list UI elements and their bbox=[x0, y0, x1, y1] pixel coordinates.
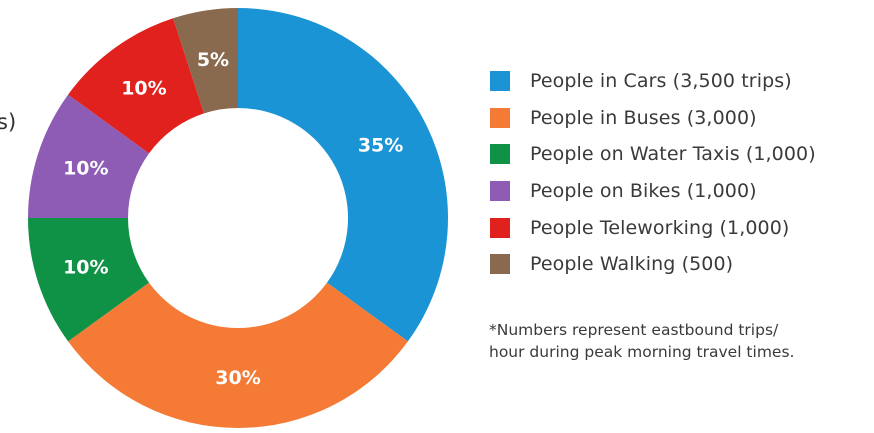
legend-swatch bbox=[490, 181, 510, 202]
slice-people-in-cars bbox=[238, 8, 448, 342]
legend-item-people-in-cars: People in Cars (3,500 trips) bbox=[490, 63, 816, 100]
slice-label-people-on-bikes: 10% bbox=[63, 158, 108, 180]
chart-footnote: *Numbers represent eastbound trips/ hour… bbox=[489, 319, 869, 363]
footnote-line-1: *Numbers represent eastbound trips/ bbox=[489, 321, 779, 339]
slice-label-people-teleworking: 10% bbox=[121, 78, 166, 100]
legend-swatch bbox=[490, 144, 510, 165]
legend-label: People Walking (500) bbox=[530, 253, 734, 276]
slice-label-people-in-cars: 35% bbox=[358, 134, 403, 156]
legend-item-people-walking: People Walking (500) bbox=[490, 246, 816, 283]
donut-slices bbox=[27, 8, 448, 429]
slice-label-people-in-buses: 30% bbox=[215, 367, 260, 389]
legend-label: People on Bikes (1,000) bbox=[530, 180, 757, 203]
legend-label: People on Water Taxis (1,000) bbox=[530, 143, 816, 166]
slice-people-teleworking bbox=[68, 18, 205, 154]
legend-label: People Teleworking (1,000) bbox=[530, 216, 790, 239]
legend-label: People in Cars (3,500 trips) bbox=[530, 70, 792, 93]
slice-label-people-walking: 5% bbox=[197, 49, 229, 71]
clipped-text-fragment: s) bbox=[0, 110, 17, 134]
legend-item-people-on-water-taxis: People on Water Taxis (1,000) bbox=[490, 136, 816, 173]
legend-swatch bbox=[490, 71, 510, 92]
chart-legend: People in Cars (3,500 trips) People in Bu… bbox=[490, 63, 816, 283]
slice-people-walking bbox=[173, 8, 238, 114]
slice-people-in-buses bbox=[68, 282, 408, 429]
legend-item-people-in-buses: People in Buses (3,000) bbox=[490, 100, 816, 137]
slice-label-people-on-water-taxis: 10% bbox=[63, 256, 108, 278]
footnote-line-2: hour during peak morning travel times. bbox=[489, 343, 795, 361]
legend-swatch bbox=[490, 254, 510, 275]
slice-people-on-bikes bbox=[28, 94, 150, 218]
legend-swatch bbox=[490, 107, 510, 128]
legend-item-people-teleworking: People Teleworking (1,000) bbox=[490, 209, 816, 246]
slice-labels: 35% 30% 10% 10% 10% 5% bbox=[63, 49, 403, 389]
legend-swatch bbox=[490, 217, 510, 238]
slice-people-on-water-taxis bbox=[27, 218, 150, 342]
legend-label: People in Buses (3,000) bbox=[530, 106, 757, 129]
legend-item-people-on-bikes: People on Bikes (1,000) bbox=[490, 173, 816, 210]
